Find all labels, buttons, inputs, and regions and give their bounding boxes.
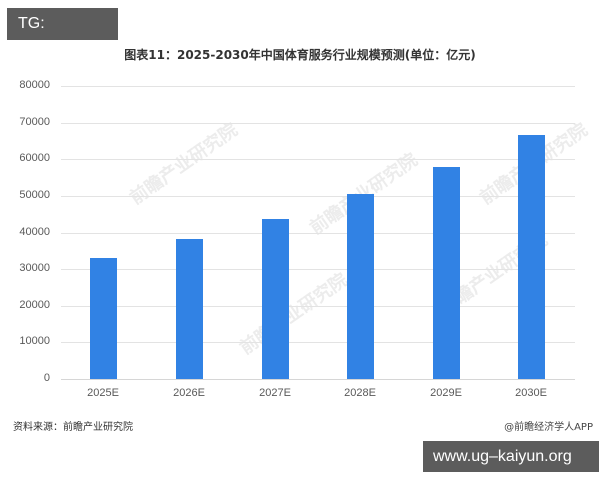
bar-2027E: [262, 219, 289, 379]
gridline: [61, 269, 575, 270]
x-tick-label: 2028E: [344, 387, 376, 399]
tg-badge: TG: MYYJJPP: [7, 8, 118, 64]
chart-title: 图表11：2025-2030年中国体育服务行业规模预测(单位：亿元): [124, 48, 476, 62]
x-tick-label: 2026E: [173, 387, 205, 399]
gridline: [61, 379, 575, 380]
bar-2025E: [90, 258, 117, 379]
source-note: 资料来源：前瞻产业研究院: [13, 422, 133, 433]
x-tick-label: 2030E: [515, 387, 547, 399]
y-tick-label: 0: [43, 372, 50, 384]
y-tick-label: 20000: [19, 299, 50, 311]
bar-2028E: [347, 194, 374, 379]
gridline: [61, 159, 575, 160]
y-tick-label: 40000: [19, 226, 50, 238]
y-tick-label: 80000: [19, 79, 50, 91]
gridline: [61, 306, 575, 307]
x-tick-label: 2027E: [259, 387, 291, 399]
y-tick-label: 60000: [19, 152, 50, 164]
y-tick-label: 50000: [19, 189, 50, 201]
credit-note: @前瞻经济学人APP: [504, 422, 593, 433]
bar-2030E: [518, 135, 545, 379]
gridline: [61, 196, 575, 197]
gridline: [61, 123, 575, 124]
gridline: [61, 86, 575, 87]
y-tick-label: 10000: [19, 335, 50, 347]
y-tick-label: 70000: [19, 116, 50, 128]
y-tick-label: 30000: [19, 262, 50, 274]
bar-2026E: [176, 239, 203, 379]
bar-2029E: [433, 167, 460, 379]
watermark-text: 前瞻产业研究院: [236, 269, 352, 359]
gridline: [61, 342, 575, 343]
x-tick-label: 2029E: [430, 387, 462, 399]
gridline: [61, 233, 575, 234]
site-badge: www.ug–kaiyun.org: [423, 441, 599, 472]
x-tick-label: 2025E: [87, 387, 119, 399]
